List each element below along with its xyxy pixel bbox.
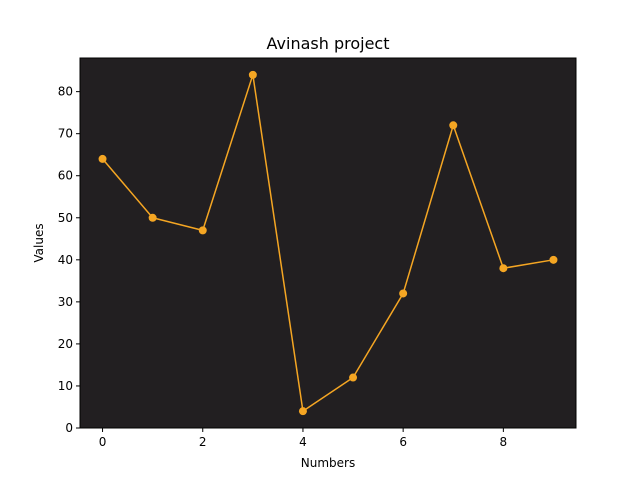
data-point: [198, 226, 207, 235]
y-tick-label: 20: [58, 337, 73, 351]
chart-title: Avinash project: [267, 34, 390, 53]
x-axis-label: Numbers: [301, 456, 355, 470]
y-tick-label: 80: [58, 85, 73, 99]
y-tick-label: 70: [58, 127, 73, 141]
y-tick-label: 0: [65, 421, 73, 435]
data-point: [248, 70, 257, 79]
y-tick-label: 60: [58, 169, 73, 183]
data-point: [399, 289, 408, 298]
y-tick-label: 10: [58, 379, 73, 393]
data-point: [349, 373, 358, 382]
data-point: [549, 255, 558, 264]
data-point: [148, 213, 157, 222]
y-axis-label: Values: [32, 223, 46, 262]
x-tick-label: 2: [199, 435, 207, 449]
x-tick-label: 0: [99, 435, 107, 449]
x-tick-label: 6: [399, 435, 407, 449]
x-tick-label: 4: [299, 435, 307, 449]
y-axis: 0 10 20 30 40 50 60 70 80: [58, 85, 80, 435]
x-tick-label: 8: [500, 435, 508, 449]
plot-area: [80, 58, 576, 428]
y-tick-label: 40: [58, 253, 73, 267]
y-tick-label: 30: [58, 295, 73, 309]
data-point: [298, 407, 307, 416]
plot-frame: [79, 57, 577, 429]
series-line: [101, 74, 554, 412]
data-point: [449, 121, 458, 130]
y-tick-label: 50: [58, 211, 73, 225]
data-series: [98, 70, 558, 416]
data-point: [499, 264, 508, 273]
data-point: [98, 154, 107, 163]
x-axis: 0 2 4 6 8: [99, 428, 507, 449]
